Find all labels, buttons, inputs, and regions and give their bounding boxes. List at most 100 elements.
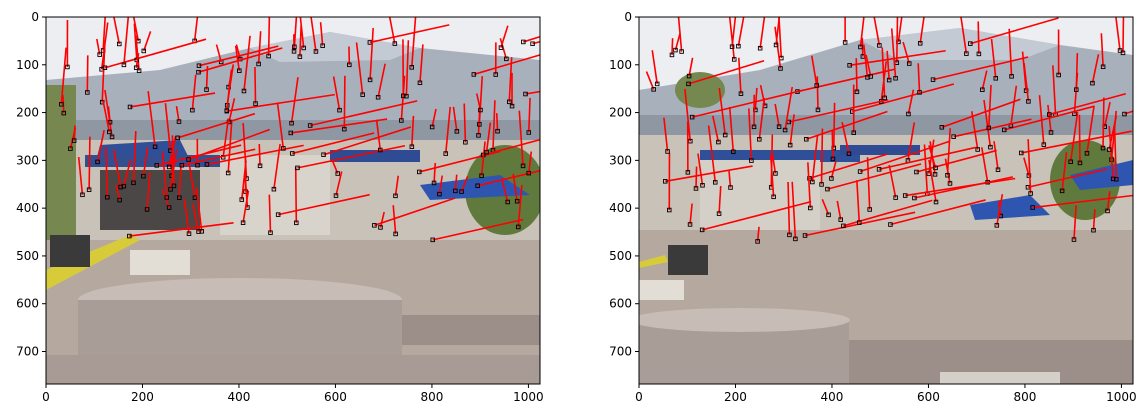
match-line	[135, 35, 140, 71]
match-line	[1103, 101, 1111, 127]
match-line	[394, 175, 400, 196]
match-line	[1075, 53, 1079, 90]
match-line	[941, 98, 1021, 129]
y-tick-label: 400	[609, 201, 632, 215]
match-line	[101, 46, 106, 103]
match-line	[161, 151, 168, 198]
y-tick-label: 700	[16, 345, 39, 359]
keypoint-marker	[1002, 127, 1007, 133]
match-line	[953, 118, 1032, 138]
keypoint-marker	[930, 77, 936, 82]
match-line	[227, 119, 233, 174]
match-line	[431, 108, 437, 128]
keypoint-marker	[687, 222, 693, 227]
y-tick-label: 0	[31, 10, 39, 24]
match-line	[996, 194, 1004, 226]
match-line	[791, 181, 797, 239]
match-line	[355, 42, 364, 95]
match-line	[774, 103, 780, 127]
keypoint-marker	[360, 92, 365, 97]
keypoint-marker	[755, 239, 760, 244]
match-line	[191, 203, 200, 232]
match-line	[310, 17, 317, 52]
keypoint-marker	[1117, 48, 1123, 53]
match-line	[821, 199, 830, 216]
match-line	[332, 76, 341, 111]
match-line	[748, 108, 753, 161]
match-line	[916, 149, 997, 173]
match-line	[993, 141, 999, 170]
match-line	[928, 159, 937, 203]
y-tick-label: 200	[609, 106, 632, 120]
keypoint-marker	[257, 163, 263, 169]
keypoint-marker	[454, 129, 460, 134]
match-line	[319, 22, 324, 46]
match-line	[161, 189, 170, 208]
match-line	[728, 106, 735, 152]
match-line	[243, 35, 251, 92]
x-tick-label: 1000	[513, 390, 544, 404]
keypoint-marker	[888, 222, 893, 227]
match-line	[932, 56, 1029, 81]
match-line	[323, 126, 412, 156]
keypoint-marker	[507, 99, 512, 105]
keypoint-marker	[393, 231, 398, 237]
match-line	[856, 180, 861, 223]
keypoint-marker	[136, 68, 142, 73]
match-line	[1115, 17, 1121, 51]
keypoint-marker	[700, 183, 705, 188]
match-line	[695, 166, 698, 189]
match-line	[1021, 130, 1132, 154]
match-line	[1100, 33, 1104, 67]
keypoint-marker	[109, 134, 115, 140]
match-line	[728, 17, 736, 60]
keypoint-marker	[1026, 99, 1031, 104]
keypoint-marker	[266, 53, 271, 59]
match-line	[811, 135, 819, 183]
keypoint-marker	[80, 192, 85, 198]
match-line	[257, 31, 262, 65]
keypoint-marker	[321, 152, 326, 157]
keypoint-marker	[375, 95, 381, 100]
keypoint-marker	[133, 65, 139, 70]
keypoint-marker	[195, 162, 200, 168]
y-tick-label: 500	[609, 249, 632, 263]
match-line	[132, 17, 140, 42]
keypoint-marker	[826, 212, 831, 218]
match-line	[1108, 115, 1118, 150]
keypoint-marker	[275, 212, 281, 217]
x-tick-label: 800	[1013, 390, 1036, 404]
keypoint-marker	[993, 76, 999, 81]
keypoint-marker	[409, 144, 415, 149]
keypoint-marker	[876, 167, 882, 172]
match-line	[645, 71, 655, 90]
keypoint-marker	[654, 81, 660, 87]
match-line	[859, 140, 951, 173]
keypoint-marker	[1059, 188, 1065, 194]
keypoint-marker	[204, 87, 209, 92]
keypoint-marker	[105, 194, 110, 200]
keypoint-marker	[237, 68, 242, 73]
keypoint-marker	[830, 156, 836, 162]
match-line	[919, 17, 925, 44]
keypoint-marker	[495, 128, 500, 134]
match-line	[810, 55, 818, 86]
match-line	[917, 63, 921, 93]
keypoint-marker	[793, 236, 798, 242]
keypoint-marker	[166, 164, 172, 170]
keypoint-marker	[731, 57, 737, 62]
match-line	[198, 45, 279, 67]
match-line	[1069, 111, 1079, 162]
keypoint-marker	[493, 72, 498, 77]
x-tick-label: 600	[324, 390, 347, 404]
match-line	[73, 125, 76, 141]
match-line	[147, 91, 156, 147]
match-line	[701, 200, 812, 231]
match-line	[475, 93, 482, 111]
match-line	[388, 17, 396, 44]
y-tick-label: 300	[16, 153, 39, 167]
match-line	[102, 17, 106, 51]
keypoint-marker	[175, 135, 180, 141]
match-line	[105, 147, 109, 198]
match-line	[492, 100, 496, 151]
